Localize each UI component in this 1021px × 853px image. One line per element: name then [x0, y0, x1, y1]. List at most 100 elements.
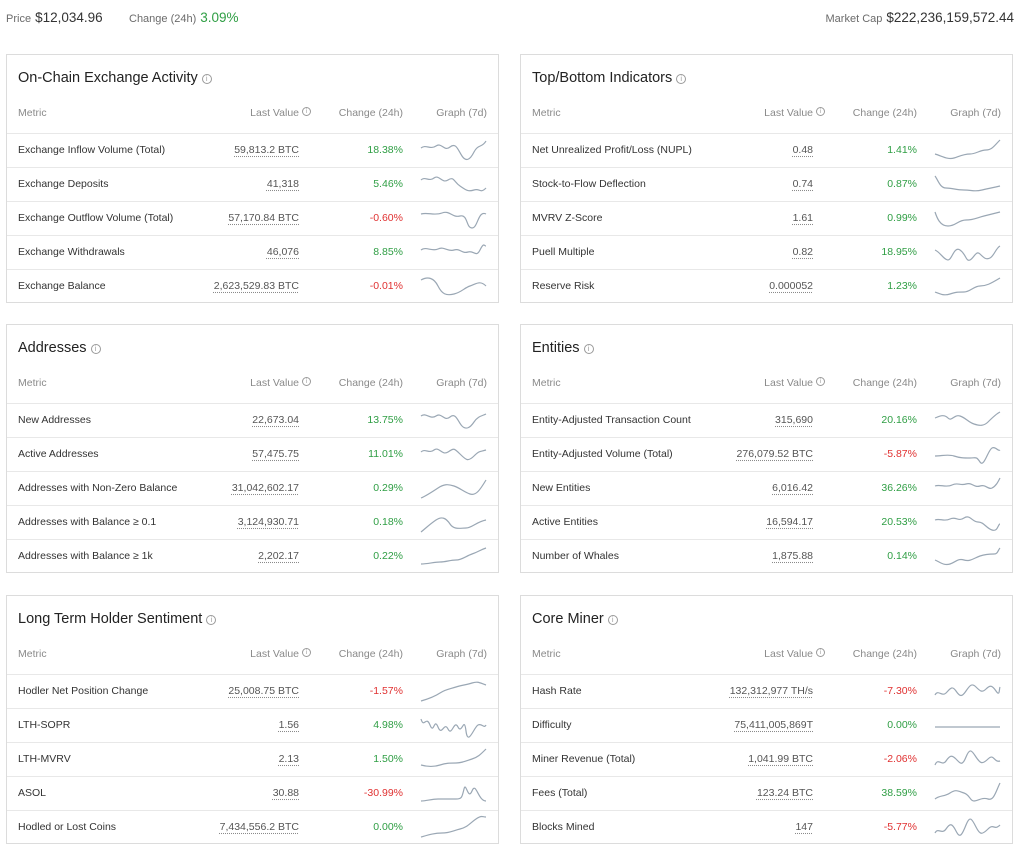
last-value[interactable]: 22,673.04 — [252, 414, 299, 426]
sparkline-graph[interactable] — [420, 138, 487, 164]
info-icon[interactable]: i — [676, 74, 687, 84]
info-icon[interactable]: i — [816, 648, 825, 657]
sparkline-graph[interactable] — [934, 172, 1001, 198]
table-row[interactable]: Net Unrealized Profit/Loss (NUPL) 0.48 1.4… — [521, 133, 1012, 167]
table-row[interactable]: Active Entities 16,594.17 20.53% — [521, 505, 1012, 539]
last-value[interactable]: 2,202.17 — [258, 550, 299, 562]
table-row[interactable]: Blocks Mined 147 -5.77% — [521, 810, 1012, 844]
table-row[interactable]: Addresses with Non-Zero Balance 31,042,60… — [7, 471, 498, 505]
sparkline-graph[interactable] — [420, 510, 487, 536]
sparkline-graph[interactable] — [420, 713, 487, 739]
sparkline-graph[interactable] — [934, 815, 1001, 841]
table-row[interactable]: Addresses with Balance ≥ 0.1 3,124,930.71… — [7, 505, 498, 539]
sparkline-graph[interactable] — [934, 679, 1001, 705]
table-row[interactable]: Exchange Deposits 41,318 5.46% — [7, 167, 498, 201]
table-row[interactable]: LTH-MVRV 2.13 1.50% — [7, 742, 498, 776]
last-value[interactable]: 16,594.17 — [766, 516, 813, 528]
info-icon[interactable]: i — [607, 615, 618, 625]
last-value[interactable]: 132,312,977 TH/s — [729, 685, 813, 697]
sparkline-graph[interactable] — [934, 408, 1001, 434]
sparkline-graph[interactable] — [934, 747, 1001, 773]
sparkline-graph[interactable] — [934, 240, 1001, 266]
sparkline-graph[interactable] — [420, 442, 487, 468]
last-value[interactable]: 41,318 — [266, 178, 299, 190]
sparkline-graph[interactable] — [420, 172, 487, 198]
table-row[interactable]: New Addresses 22,673.04 13.75% — [7, 403, 498, 437]
last-value[interactable]: 1,041.99 BTC — [748, 753, 813, 765]
table-row[interactable]: Active Addresses 57,475.75 11.01% — [7, 437, 498, 471]
last-value[interactable]: 6,016.42 — [772, 482, 813, 494]
last-value[interactable]: 57,475.75 — [252, 448, 299, 460]
table-row[interactable]: Exchange Inflow Volume (Total) 59,813.2 B… — [7, 133, 498, 167]
table-row[interactable]: Stock-to-Flow Deflection 0.74 0.87% — [521, 167, 1012, 201]
last-value[interactable]: 31,042,602.17 — [231, 482, 299, 494]
info-icon[interactable]: i — [302, 107, 311, 116]
table-row[interactable]: MVRV Z-Score 1.61 0.99% — [521, 201, 1012, 235]
last-value[interactable]: 1.56 — [278, 719, 299, 731]
sparkline-graph[interactable] — [934, 206, 1001, 232]
info-icon[interactable]: i — [583, 344, 594, 354]
sparkline-graph[interactable] — [420, 408, 487, 434]
last-value[interactable]: 0.000052 — [769, 280, 813, 292]
table-row[interactable]: Difficulty 75,411,005,869T 0.00% — [521, 708, 1012, 742]
table-row[interactable]: Fees (Total) 123.24 BTC 38.59% — [521, 776, 1012, 810]
sparkline-graph[interactable] — [934, 510, 1001, 536]
table-row[interactable]: Entity-Adjusted Volume (Total) 276,079.52… — [521, 437, 1012, 471]
last-value[interactable]: 147 — [795, 821, 813, 833]
last-value[interactable]: 75,411,005,869T — [734, 719, 813, 731]
table-row[interactable]: Number of Whales 1,875.88 0.14% — [521, 539, 1012, 573]
table-row[interactable]: Hodler Net Position Change 25,008.75 BTC -… — [7, 674, 498, 708]
table-row[interactable]: Miner Revenue (Total) 1,041.99 BTC -2.06% — [521, 742, 1012, 776]
sparkline-graph[interactable] — [934, 442, 1001, 468]
last-value[interactable]: 0.82 — [792, 246, 813, 258]
last-value[interactable]: 1.61 — [792, 212, 813, 224]
last-value[interactable]: 2.13 — [278, 753, 299, 765]
last-value[interactable]: 57,170.84 BTC — [228, 212, 299, 224]
table-row[interactable]: Exchange Balance 2,623,529.83 BTC -0.01% — [7, 269, 498, 303]
last-value[interactable]: 59,813.2 BTC — [234, 144, 299, 156]
info-icon[interactable]: i — [302, 377, 311, 386]
sparkline-graph[interactable] — [934, 544, 1001, 570]
info-icon[interactable]: i — [201, 74, 212, 84]
sparkline-graph[interactable] — [420, 679, 487, 705]
last-value[interactable]: 25,008.75 BTC — [228, 685, 299, 697]
last-value[interactable]: 3,124,930.71 — [237, 516, 299, 528]
sparkline-graph[interactable] — [420, 240, 487, 266]
table-row[interactable]: Exchange Outflow Volume (Total) 57,170.84… — [7, 201, 498, 235]
info-icon[interactable]: i — [816, 377, 825, 386]
sparkline-graph[interactable] — [420, 476, 487, 502]
sparkline-graph[interactable] — [934, 713, 1001, 739]
last-value[interactable]: 7,434,556.2 BTC — [219, 821, 299, 833]
table-row[interactable]: New Entities 6,016.42 36.26% — [521, 471, 1012, 505]
last-value[interactable]: 0.74 — [792, 178, 813, 190]
last-value[interactable]: 2,623,529.83 BTC — [213, 280, 299, 292]
last-value[interactable]: 1,875.88 — [772, 550, 813, 562]
table-row[interactable]: Addresses with Balance ≥ 1k 2,202.17 0.22% — [7, 539, 498, 573]
info-icon[interactable]: i — [206, 615, 217, 625]
sparkline-graph[interactable] — [420, 274, 487, 300]
info-icon[interactable]: i — [816, 107, 825, 116]
info-icon[interactable]: i — [90, 344, 101, 354]
table-row[interactable]: Exchange Withdrawals 46,076 8.85% — [7, 235, 498, 269]
info-icon[interactable]: i — [302, 648, 311, 657]
table-row[interactable]: Hodled or Lost Coins 7,434,556.2 BTC 0.00% — [7, 810, 498, 844]
sparkline-graph[interactable] — [420, 815, 487, 841]
table-row[interactable]: Puell Multiple 0.82 18.95% — [521, 235, 1012, 269]
last-value[interactable]: 30.88 — [272, 787, 299, 799]
last-value[interactable]: 123.24 BTC — [756, 787, 813, 799]
last-value[interactable]: 276,079.52 BTC — [736, 448, 813, 460]
last-value[interactable]: 315,690 — [775, 414, 813, 426]
sparkline-graph[interactable] — [420, 206, 487, 232]
sparkline-graph[interactable] — [934, 476, 1001, 502]
sparkline-graph[interactable] — [420, 747, 487, 773]
sparkline-graph[interactable] — [934, 781, 1001, 807]
table-row[interactable]: ASOL 30.88 -30.99% — [7, 776, 498, 810]
sparkline-graph[interactable] — [420, 544, 487, 570]
table-row[interactable]: Entity-Adjusted Transaction Count 315,690… — [521, 403, 1012, 437]
table-row[interactable]: Hash Rate 132,312,977 TH/s -7.30% — [521, 674, 1012, 708]
table-row[interactable]: LTH-SOPR 1.56 4.98% — [7, 708, 498, 742]
table-row[interactable]: Reserve Risk 0.000052 1.23% — [521, 269, 1012, 303]
last-value[interactable]: 0.48 — [792, 144, 813, 156]
sparkline-graph[interactable] — [934, 138, 1001, 164]
last-value[interactable]: 46,076 — [266, 246, 299, 258]
